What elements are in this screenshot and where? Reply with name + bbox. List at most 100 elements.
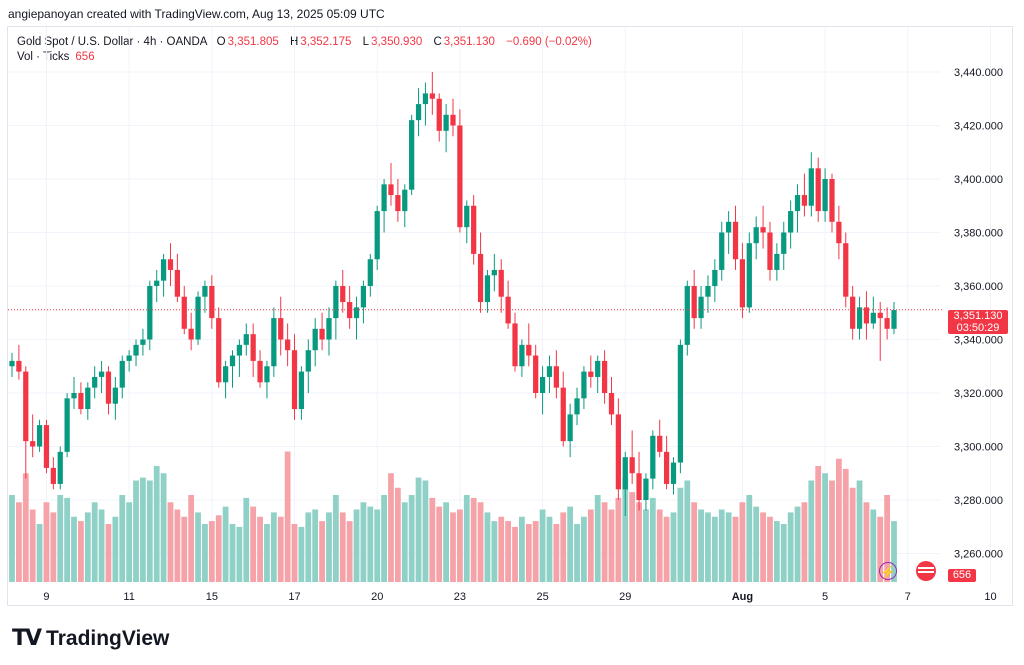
us-flag-icon[interactable] bbox=[916, 561, 936, 581]
symbol-title: Gold Spot / U.S. Dollar · 4h · OANDA bbox=[17, 36, 208, 48]
candle-body bbox=[739, 259, 746, 308]
y-tick-label: 3,400.000 bbox=[954, 174, 1003, 186]
candle-body bbox=[326, 318, 332, 340]
chart-frame bbox=[7, 26, 1013, 606]
volume-bar bbox=[43, 502, 50, 582]
candle-body bbox=[126, 355, 132, 361]
candle-body bbox=[78, 393, 84, 410]
candle bbox=[222, 360, 229, 399]
volume-bar bbox=[822, 473, 828, 582]
candle-body bbox=[257, 360, 263, 383]
candle-body bbox=[553, 366, 559, 388]
volume-bar bbox=[305, 512, 312, 582]
candle bbox=[23, 366, 29, 479]
candle bbox=[216, 307, 222, 388]
candle-body bbox=[216, 318, 222, 383]
candle-body bbox=[539, 376, 546, 393]
volume-bar bbox=[57, 495, 64, 582]
candle bbox=[657, 419, 663, 458]
candle bbox=[574, 387, 580, 426]
candle-body bbox=[43, 425, 50, 468]
candle bbox=[870, 296, 876, 329]
candle-body bbox=[285, 339, 291, 351]
grid-lines bbox=[8, 27, 991, 584]
candle bbox=[636, 451, 642, 511]
volume-bar bbox=[884, 495, 891, 582]
volume-bar bbox=[808, 480, 815, 582]
candle-body bbox=[574, 398, 580, 415]
volume-bar bbox=[277, 516, 284, 582]
candle bbox=[312, 318, 318, 367]
candle bbox=[202, 280, 208, 313]
volume-bar bbox=[512, 526, 518, 582]
candle-body bbox=[9, 360, 15, 367]
candle bbox=[526, 323, 532, 367]
candle bbox=[698, 286, 704, 329]
volume-bar bbox=[160, 473, 167, 582]
candle bbox=[663, 435, 670, 490]
candle-body bbox=[822, 179, 828, 212]
candle bbox=[78, 382, 84, 415]
flash-icon[interactable]: ⚡ bbox=[879, 562, 897, 580]
candle-body bbox=[684, 286, 690, 345]
candle bbox=[388, 162, 394, 206]
volume-bar bbox=[167, 502, 174, 582]
candle bbox=[560, 371, 566, 447]
volume-bar bbox=[491, 521, 498, 582]
candle bbox=[326, 307, 332, 356]
change-value: −0.690 (−0.02%) bbox=[506, 36, 592, 48]
candle bbox=[850, 286, 856, 340]
candle bbox=[305, 339, 311, 393]
candle bbox=[243, 323, 249, 356]
x-tick-label: 5 bbox=[822, 591, 828, 603]
candle bbox=[43, 419, 50, 474]
volume-bar bbox=[519, 516, 525, 582]
volume-bar bbox=[250, 506, 257, 582]
volume-bar bbox=[718, 509, 725, 582]
candle-body bbox=[526, 344, 532, 356]
candle bbox=[877, 302, 883, 361]
candle-body bbox=[877, 312, 883, 319]
candle-body bbox=[746, 243, 752, 308]
candle-body bbox=[546, 366, 553, 377]
volume-bar bbox=[50, 512, 57, 582]
last-price-value: 3,351.130 bbox=[953, 310, 1003, 322]
candle-body bbox=[643, 478, 649, 500]
candles bbox=[9, 72, 897, 517]
volume-bar bbox=[711, 516, 718, 582]
candle bbox=[395, 179, 401, 222]
candle bbox=[381, 179, 387, 233]
volume-bar bbox=[677, 487, 684, 582]
candle-body bbox=[291, 350, 298, 410]
candle-body bbox=[71, 393, 77, 399]
volume-bar bbox=[429, 497, 436, 582]
candle bbox=[615, 398, 621, 500]
volume-bar bbox=[539, 509, 546, 582]
volume-bar bbox=[698, 509, 704, 582]
volume-bar bbox=[505, 521, 512, 582]
volume-bars bbox=[9, 451, 897, 582]
candle-body bbox=[353, 307, 360, 319]
candle-body bbox=[340, 286, 346, 303]
candle bbox=[257, 350, 263, 388]
volume-bar bbox=[181, 516, 188, 582]
tradingview-brand[interactable]: TV TradingView bbox=[12, 626, 169, 651]
volume-bar bbox=[319, 521, 325, 582]
volume-bar bbox=[601, 502, 608, 582]
candle-body bbox=[760, 227, 766, 233]
candle-body bbox=[464, 205, 470, 228]
candle-body bbox=[870, 312, 876, 324]
volume-bar bbox=[484, 512, 491, 582]
candle bbox=[601, 350, 608, 404]
candle bbox=[319, 312, 325, 351]
volume-bar bbox=[574, 524, 580, 582]
candle-body bbox=[774, 253, 780, 270]
volume-bar bbox=[760, 512, 766, 582]
high-value: 3,352.175 bbox=[300, 36, 352, 48]
candle-body bbox=[581, 371, 587, 399]
volume-bar bbox=[815, 466, 822, 582]
candle-body bbox=[608, 393, 615, 415]
candle bbox=[684, 280, 690, 356]
candle-body bbox=[347, 302, 353, 319]
